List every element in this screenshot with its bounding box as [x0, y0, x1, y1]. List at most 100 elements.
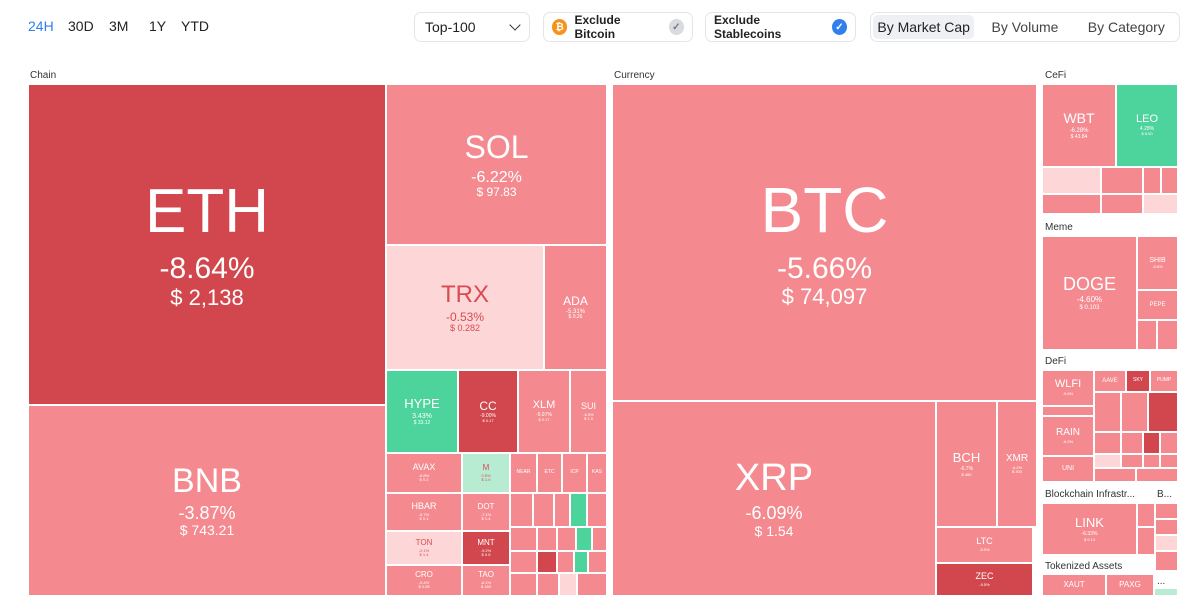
- tile-minor[interactable]: [1143, 454, 1160, 468]
- tile-sui[interactable]: SUI -6.5% $ 1.0: [570, 370, 607, 453]
- tile-minor[interactable]: [592, 527, 607, 551]
- tile-minor[interactable]: [1137, 320, 1157, 350]
- tile-minor[interactable]: [557, 551, 574, 573]
- tile-minor[interactable]: [570, 493, 587, 527]
- tile-icp[interactable]: ICP: [562, 453, 587, 493]
- tile-minor[interactable]: [1094, 392, 1121, 432]
- tile-minor[interactable]: [1154, 588, 1178, 596]
- tile-minor[interactable]: [537, 573, 559, 596]
- tile-shib[interactable]: SHIB -5.8%: [1137, 236, 1178, 290]
- tile-minor[interactable]: [537, 527, 557, 551]
- tile-minor[interactable]: [1121, 432, 1143, 454]
- tile-pump[interactable]: PUMP: [1150, 370, 1178, 392]
- tile-rain[interactable]: RAIN -6.2%: [1042, 416, 1094, 456]
- tile-dot[interactable]: DOT -7.1% $ 1.4: [462, 493, 510, 531]
- tile-minor[interactable]: [577, 573, 607, 596]
- tile-xmr[interactable]: XMR -6.2% $ 300: [997, 401, 1037, 527]
- tile-doge[interactable]: DOGE -4.60% $ 0.103: [1042, 236, 1137, 350]
- tile-minor[interactable]: [1121, 392, 1148, 432]
- timeframe-ytd[interactable]: YTD: [181, 18, 209, 34]
- tile-minor[interactable]: [1094, 454, 1121, 468]
- tile-minor[interactable]: [588, 551, 607, 573]
- tile-minor[interactable]: [554, 493, 570, 527]
- tile-wlfi[interactable]: WLFI -5.6%: [1042, 370, 1094, 406]
- tile-uni[interactable]: UNI: [1042, 456, 1094, 482]
- tile-cc[interactable]: CC -9.00% $ 0.17: [458, 370, 518, 453]
- tile-link[interactable]: LINK -6.33% $ 9.13: [1042, 503, 1137, 555]
- tile-xrp[interactable]: XRP -6.09% $ 1.54: [612, 401, 936, 596]
- tile-hbar[interactable]: HBAR -5.7% $ 0.1: [386, 493, 462, 531]
- tile-minor[interactable]: [510, 573, 537, 596]
- tile-minor[interactable]: [1148, 392, 1178, 432]
- tile-btc[interactable]: BTC -5.66% $ 74,097: [612, 84, 1037, 401]
- view-mode-market-cap[interactable]: By Market Cap: [873, 15, 975, 39]
- tile-paxg[interactable]: PAXG: [1106, 574, 1154, 596]
- tile-minor[interactable]: [1094, 468, 1136, 482]
- tile-ton[interactable]: TON -2.1% $ 1.4: [386, 531, 462, 565]
- tile-minor[interactable]: [1042, 167, 1101, 194]
- tile-minor[interactable]: [1042, 194, 1101, 214]
- tile-pepe[interactable]: PEPE: [1137, 290, 1178, 320]
- view-mode-category[interactable]: By Category: [1087, 19, 1165, 35]
- tile-xaut[interactable]: XAUT: [1042, 574, 1106, 596]
- exclude-bitcoin-toggle[interactable]: ₿ Exclude Bitcoin ✓: [543, 12, 693, 42]
- tile-minor[interactable]: [510, 527, 537, 551]
- top-select[interactable]: Top-100: [414, 12, 530, 42]
- tile-minor[interactable]: [1155, 503, 1178, 519]
- tile-xlm[interactable]: XLM -5.97% $ 0.17: [518, 370, 570, 453]
- tile-ena[interactable]: [1042, 406, 1094, 416]
- tile-minor[interactable]: [1094, 432, 1121, 454]
- tile-minor[interactable]: [1143, 432, 1160, 454]
- tile-sky[interactable]: SKY: [1126, 370, 1150, 392]
- tile-sol[interactable]: SOL -6.22% $ 97.83: [386, 84, 607, 245]
- timeframe-24h[interactable]: 24H: [28, 18, 54, 34]
- timeframe-30d[interactable]: 30D: [68, 18, 94, 34]
- tile-minor[interactable]: [510, 493, 533, 527]
- tile-minor[interactable]: [1121, 454, 1143, 468]
- tile-bnb[interactable]: BNB -3.87% $ 743.21: [28, 405, 386, 596]
- tile-bch[interactable]: BCH -6.7% $ 480: [936, 401, 997, 527]
- tile-minor[interactable]: [1143, 167, 1161, 194]
- tile-minor[interactable]: [1136, 468, 1178, 482]
- exclude-stablecoins-toggle[interactable]: Exclude Stablecoins ✓: [705, 12, 856, 42]
- tile-trx[interactable]: TRX -0.53% $ 0.282: [386, 245, 544, 370]
- tile-m[interactable]: M 0.5% $ 1.0: [462, 453, 510, 493]
- tile-hype[interactable]: HYPE 3.43% $ 33.12: [386, 370, 458, 453]
- view-mode-volume[interactable]: By Volume: [991, 19, 1059, 35]
- tile-minor[interactable]: [557, 527, 576, 551]
- tile-ltc[interactable]: LTC -5.9%: [936, 527, 1033, 563]
- tile-etc[interactable]: ETC: [537, 453, 562, 493]
- tile-avax[interactable]: AVAX -6.8% $ 9.2: [386, 453, 462, 493]
- tile-minor[interactable]: [1143, 194, 1178, 214]
- tile-aave[interactable]: AAVE: [1094, 370, 1126, 392]
- tile-kas[interactable]: KAS: [587, 453, 607, 493]
- tile-cro[interactable]: CRO -5.4% $ 0.08: [386, 565, 462, 596]
- timeframe-1y[interactable]: 1Y: [149, 18, 167, 34]
- tile-minor[interactable]: [533, 493, 554, 527]
- tile-minor[interactable]: [1161, 167, 1178, 194]
- timeframe-3m[interactable]: 3M: [109, 18, 129, 34]
- tile-minor[interactable]: [1157, 320, 1178, 350]
- tile-minor[interactable]: [537, 551, 557, 573]
- tile-eth[interactable]: ETH -8.64% $ 2,138: [28, 84, 386, 405]
- tile-zec[interactable]: ZEC -9.5%: [936, 563, 1033, 596]
- tile-mnt[interactable]: MNT -9.2% $ 0.6: [462, 531, 510, 565]
- tile-minor[interactable]: [576, 527, 592, 551]
- tile-tao[interactable]: TAO -6.1% $ 180: [462, 565, 510, 596]
- tile-minor[interactable]: [510, 551, 537, 573]
- tile-minor[interactable]: [1137, 503, 1155, 527]
- tile-near[interactable]: NEAR: [510, 453, 537, 493]
- tile-minor[interactable]: [1160, 454, 1178, 468]
- tile-minor[interactable]: [1137, 527, 1155, 555]
- tile-minor[interactable]: [574, 551, 588, 573]
- tile-minor[interactable]: [1101, 194, 1143, 214]
- tile-leo[interactable]: LEO 4.28% $ 8.50: [1116, 84, 1178, 167]
- tile-minor[interactable]: [559, 573, 577, 596]
- tile-minor[interactable]: [1155, 519, 1178, 535]
- tile-minor[interactable]: [1160, 432, 1178, 454]
- tile-minor[interactable]: [1155, 551, 1178, 571]
- tile-minor[interactable]: [1101, 167, 1143, 194]
- tile-ada[interactable]: ADA -5.31% $ 0.26: [544, 245, 607, 370]
- tile-minor[interactable]: [587, 493, 607, 527]
- tile-minor[interactable]: [1155, 535, 1178, 551]
